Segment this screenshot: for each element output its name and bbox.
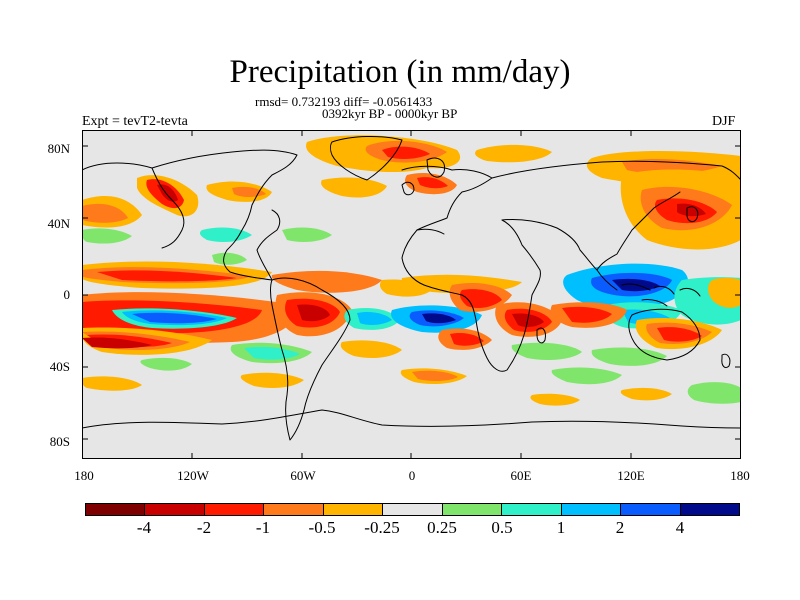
period-line: 0392kyr BP - 0000kyr BP: [322, 106, 458, 121]
lat-tick-label: 40N: [47, 216, 70, 231]
colorbar-label: 0.5: [491, 518, 513, 537]
colorbar-box: [621, 504, 681, 515]
lat-tick-label: 80S: [49, 434, 70, 449]
experiment-label: Expt = tevT2-tevta: [82, 114, 188, 129]
lat-tick-label: 40S: [49, 359, 70, 374]
colorbar-box: [264, 504, 324, 515]
colorbar-label: -1: [255, 518, 271, 537]
lat-tick-label: 0: [63, 287, 71, 302]
colorbar-box: [86, 504, 146, 515]
precipitation-map: [82, 130, 741, 459]
season-label: DJF: [712, 114, 736, 129]
colorbar-label: 1: [556, 518, 566, 537]
colorbar-label: 0.25: [427, 518, 457, 537]
colorbar-box: [204, 504, 265, 515]
colorbar-box: [145, 504, 205, 515]
colorbar-box: [502, 504, 562, 515]
axis-ticks: [82, 130, 741, 459]
lon-tick-label: 60E: [510, 468, 532, 483]
colorbar-box: [680, 504, 739, 515]
coastlines: [82, 135, 741, 441]
colorbar-box: [561, 504, 622, 515]
colorbar-label: 4: [675, 518, 685, 537]
colorbar-box: [383, 504, 443, 515]
lon-tick-label: 60W: [290, 468, 316, 483]
lon-tick-label: 180: [730, 468, 750, 483]
anomaly-fields: [82, 135, 741, 406]
colorbar-label: 2: [615, 518, 625, 537]
colorbar-label: -2: [196, 518, 212, 537]
lon-tick-label: 120E: [617, 468, 645, 483]
lon-tick-label: 0: [408, 468, 416, 483]
stats-line: rmsd= 0.732193 diff= -0.0561433: [255, 94, 433, 109]
colorbar-label: -0.25: [364, 518, 400, 537]
colorbar: [85, 503, 740, 516]
lon-tick-label: 180: [74, 468, 94, 483]
colorbar-label: -4: [136, 518, 152, 537]
colorbar-box: [323, 504, 384, 515]
colorbar-box: [442, 504, 503, 515]
colorbar-label: -0.5: [308, 518, 336, 537]
lat-tick-label: 80N: [47, 141, 70, 156]
map-title: Precipitation (in mm/day): [229, 54, 571, 90]
lon-tick-label: 120W: [177, 468, 209, 483]
